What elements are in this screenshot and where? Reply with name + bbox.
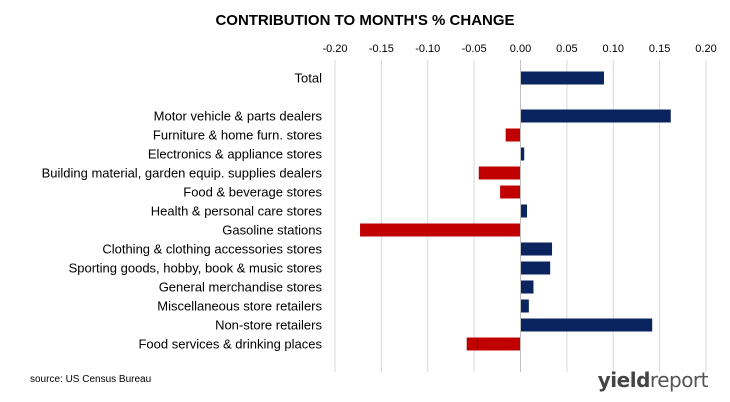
- bar: [520, 147, 525, 161]
- bar: [466, 337, 521, 351]
- x-tick-label: 0.15: [649, 43, 670, 55]
- x-tick-label: 0.05: [556, 43, 577, 55]
- x-tick-label: -0.10: [415, 43, 440, 55]
- bar: [520, 204, 527, 218]
- category-label: Non-store retailers: [215, 318, 322, 333]
- bar: [520, 318, 653, 332]
- category-label: Miscellaneous store retailers: [157, 299, 322, 314]
- category-label: Motor vehicle & parts dealers: [154, 109, 323, 124]
- bar: [520, 299, 529, 313]
- category-label: Building material, garden equip. supplie…: [42, 166, 323, 181]
- category-label: Food services & drinking places: [138, 337, 322, 352]
- category-label: Sporting goods, hobby, book & music stor…: [69, 261, 323, 276]
- bar: [520, 242, 553, 256]
- bar: [520, 71, 604, 85]
- brand-part-1: yield: [597, 368, 651, 392]
- category-label: Clothing & clothing accessories stores: [102, 242, 322, 257]
- bar: [478, 166, 521, 180]
- brand-logo: yieldreport: [597, 368, 709, 392]
- category-label: Furniture & home furn. stores: [153, 128, 323, 143]
- x-tick-label: -0.15: [369, 43, 394, 55]
- x-tick-label: -0.20: [322, 43, 347, 55]
- x-tick-label: 0.00: [510, 43, 531, 55]
- bar: [500, 185, 521, 199]
- category-label: General merchandise stores: [159, 280, 323, 295]
- brand-part-2: report: [649, 368, 709, 392]
- source-note: source: US Census Bureau: [30, 374, 152, 385]
- bar: [520, 280, 534, 294]
- bar: [520, 109, 671, 123]
- category-label: Health & personal care stores: [151, 204, 323, 219]
- x-tick-label: -0.05: [462, 43, 487, 55]
- category-label: Gasoline stations: [222, 223, 322, 238]
- bar: [520, 261, 551, 275]
- x-tick-label: 0.10: [603, 43, 624, 55]
- bar: [505, 128, 521, 142]
- bar: [360, 223, 521, 237]
- chart-title: CONTRIBUTION TO MONTH'S % CHANGE: [215, 12, 515, 29]
- x-tick-label: 0.20: [695, 43, 716, 55]
- category-label: Food & beverage stores: [183, 185, 322, 200]
- category-label: Electronics & appliance stores: [148, 147, 323, 162]
- category-label: Total: [295, 71, 323, 86]
